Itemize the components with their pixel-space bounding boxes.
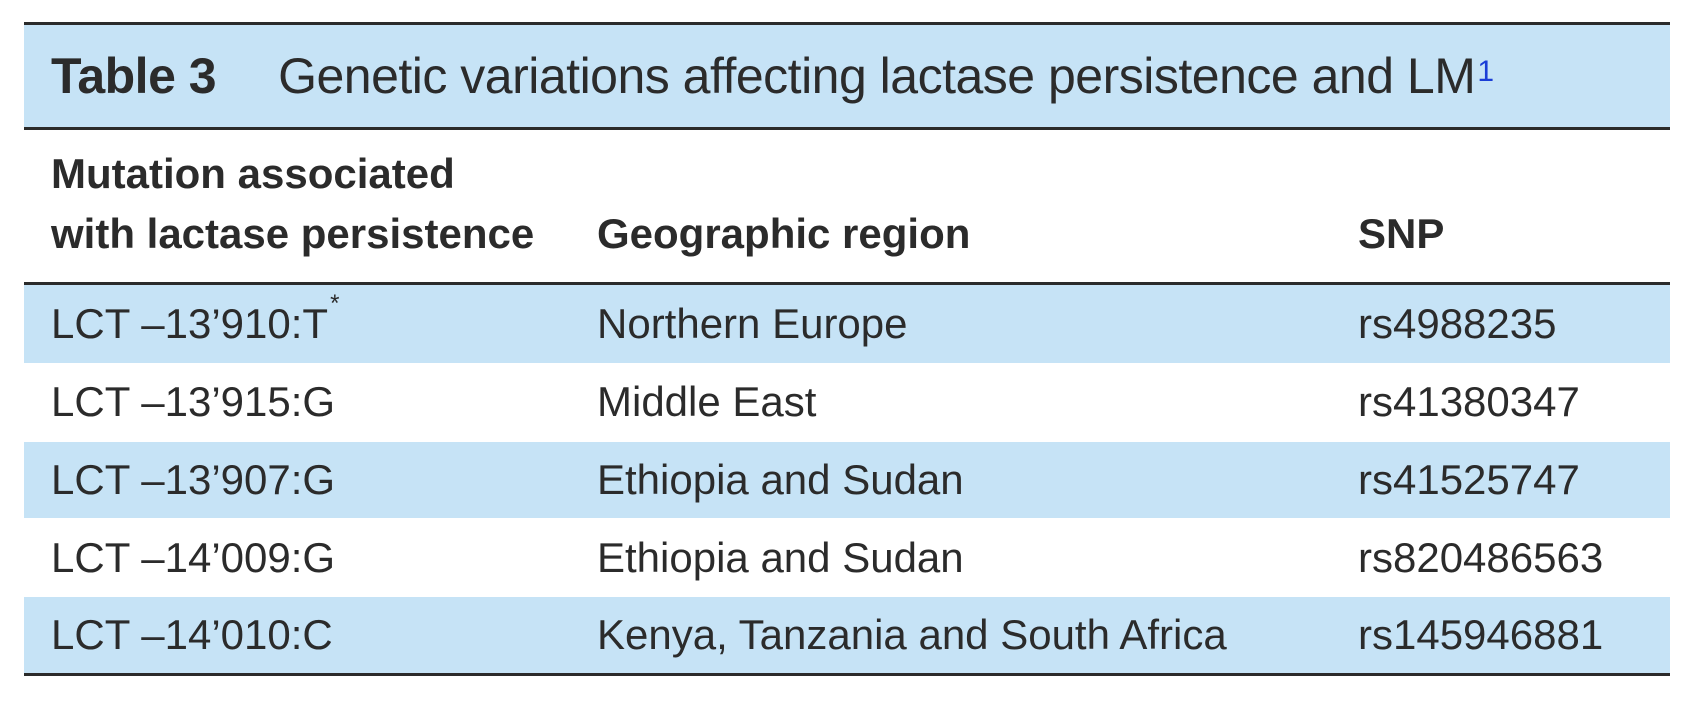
header-snp: SNP [1358,210,1445,257]
table-3: Table 3 Genetic variations affecting lac… [24,22,1670,676]
cell-region: Ethiopia and Sudan [597,455,964,503]
table-label: Table 3 [51,48,217,104]
table-title: Genetic variations affecting lactase per… [278,48,1476,104]
cell-region: Northern Europe [597,299,908,347]
mutation-text: LCT –13’910:T [51,299,329,347]
table-row: LCT –13’910:T * Northern Europe rs4988235 [24,285,1670,363]
cell-snp: rs41525747 [1358,455,1580,503]
cell-region: Ethiopia and Sudan [597,533,964,581]
cell-mutation: LCT –13’915:G [51,378,336,426]
table-title-bar: Table 3 Genetic variations affecting lac… [24,22,1670,130]
mutation-footnote-mark: * [330,289,340,317]
header-mutation-line2: with lactase persistence [51,210,535,257]
table-row: LCT –14’009:G Ethiopia and Sudan rs82048… [24,517,1670,596]
table-row: LCT –14’010:C Kenya, Tanzania and South … [24,595,1670,673]
cell-snp: rs820486563 [1358,533,1604,581]
header-mutation: Mutation associated with lactase persist… [51,144,534,264]
header-region: Geographic region [597,210,971,257]
cell-snp: rs145946881 [1358,611,1604,659]
cell-snp: rs41380347 [1358,378,1580,426]
cell-mutation: LCT –14’009:G [51,533,336,581]
cell-region: Kenya, Tanzania and South Africa [597,611,1227,659]
table-row: LCT –13’907:G Ethiopia and Sudan rs41525… [24,440,1670,518]
cell-mutation: LCT –13’907:G [51,455,336,503]
cell-mutation: LCT –13’910:T * [51,285,339,363]
cell-snp: rs4988235 [1358,299,1557,347]
cell-mutation: LCT –14’010:C [51,611,333,659]
header-mutation-line1: Mutation associated [51,150,455,197]
table-row: LCT –13’915:G Middle East rs41380347 [24,362,1670,441]
table-header-row: Mutation associated with lactase persist… [24,130,1670,285]
cell-region: Middle East [597,378,817,426]
table-body: LCT –13’910:T * Northern Europe rs4988235… [24,285,1670,676]
